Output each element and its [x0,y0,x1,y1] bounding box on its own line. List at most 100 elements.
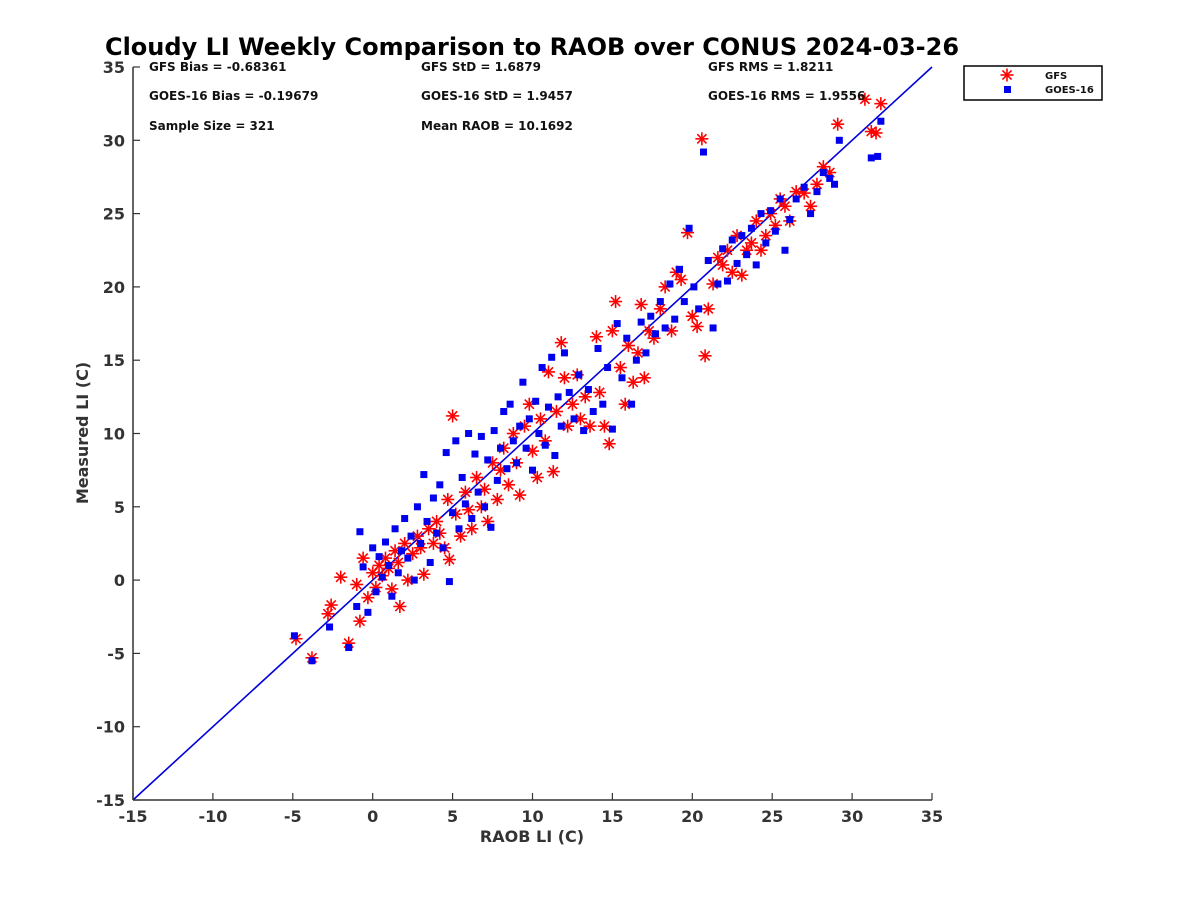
goes-16-point-10 [375,553,383,561]
y-tick-label-7: 20 [103,278,125,297]
goes-16-point-12 [381,538,389,546]
goes-16-point-58 [529,466,536,474]
gfs-point-44 [490,492,504,506]
goes-16-point-17 [397,547,405,555]
goes-16-point-86 [647,312,655,320]
goes-16-point-88 [656,298,664,306]
goes-16-point-25 [423,517,431,525]
goes-16-point-40 [471,450,479,458]
gfs-point-95 [711,251,725,265]
goes-16-point-110 [762,239,770,247]
gfs-point-28 [430,514,444,528]
goes-16-point-52 [509,437,517,445]
gfs-point-4 [334,570,348,584]
legend-goes-marker [1004,86,1011,93]
goes-16-point-33 [449,509,457,517]
gfs-point-69 [593,385,607,399]
goes-16-point-66 [554,393,562,401]
gfs-point-109 [778,199,792,213]
gfs-point-27 [426,536,440,550]
gfs-point-60 [554,336,568,350]
axes: -15 -10 -5 0 5 10 15 20 25 30 35 -15 -10 -5 0 5 10 15 20 25… [96,58,943,826]
gfs-point-117 [831,117,845,131]
gfs-point-6 [350,577,364,591]
gfs-point-113 [804,199,818,213]
goes-16-point-28 [433,529,441,537]
goes-16-point-65 [551,451,559,459]
goes-16-point-113 [776,195,784,203]
goes-16-point-125 [874,152,882,160]
gfs-point-100 [735,268,749,282]
goes-16-point-97 [699,148,707,156]
legend-gfs-label: GFS [1045,71,1067,82]
stat-gfs-std: GFS StD = 1.6879 [421,60,541,74]
goes-16-point-55 [519,378,527,386]
goes-16-point-23 [417,539,425,547]
x-tick-label-2: -5 [284,807,302,826]
x-tick-label-6: 15 [601,807,623,826]
gfs-point-9 [361,591,375,605]
goes-16-point-41 [474,488,482,496]
goes-16-point-84 [637,318,645,326]
gfs-point-70 [597,419,611,433]
goes-16-point-57 [525,415,533,423]
gfs-point-59 [549,405,563,419]
gfs-point-3 [324,598,338,612]
y-tick-label-1: -10 [96,718,125,737]
goes-16-point-59 [532,397,540,405]
y-tick-label-6: 15 [103,351,125,370]
x-tick-label-5: 10 [521,807,543,826]
gfs-point-16 [385,582,399,596]
goes-16-point-51 [506,400,514,408]
goes-16-point-14 [388,592,396,600]
goes-16-point-63 [544,403,552,411]
goes-16-point-15 [391,525,399,533]
goes-16-point-96 [695,305,703,313]
goes-16-point-64 [548,353,556,361]
goes-16-point-81 [623,334,631,342]
gfs-point-93 [701,302,715,316]
gfs-point-47 [502,478,516,492]
stat-sample-size: Sample Size = 321 [149,119,275,133]
goes-16-point-118 [807,210,815,218]
chart-title: Cloudy LI Weekly Comparison to RAOB over… [105,33,959,61]
goes-16-point-77 [604,364,612,372]
gfs-point-92 [698,349,712,363]
goes-16-point-61 [538,364,546,372]
goes-16-point-120 [819,169,827,177]
goes-16-point-6 [359,563,367,571]
gfs-point-74 [613,361,627,375]
stat-goes-bias: GOES-16 Bias = -0.19679 [149,89,318,103]
gfs-point-58 [546,465,560,479]
goes-16-point-122 [831,180,839,188]
gfs-point-91 [695,132,709,146]
gfs-point-18 [391,556,405,570]
gfs-point-120 [869,126,883,140]
goes-16-point-22 [413,503,421,511]
goes-16-point-80 [618,374,626,382]
goes-16-point-7 [364,608,372,616]
gfs-point-80 [637,371,651,385]
goes-16-point-72 [580,427,588,435]
goes-16-point-44 [484,456,492,464]
goes-16-point-43 [481,503,489,511]
gfs-point-7 [353,614,367,628]
goes-16-point-104 [733,259,741,267]
gfs-point-26 [422,522,436,536]
gfs-point-98 [725,265,739,279]
gfs-point-19 [393,599,407,613]
goes-16-point-29 [436,481,444,489]
goes-16-point-27 [429,494,437,502]
goes-16-point-85 [642,349,650,357]
goes-16-point-103 [728,236,736,244]
stats-block: GFS Bias = -0.68361 GFS StD = 1.6879 GFS… [149,60,865,133]
goes-16-point-60 [535,430,543,437]
goes-16-point-4 [353,602,361,610]
y-tick-label-10: 35 [103,58,125,77]
goes-16-point-75 [594,344,602,352]
goes-16-point-107 [747,224,755,232]
goes-16-point-8 [369,544,377,552]
goes-16-point-121 [826,174,834,182]
goes-16-point-105 [738,232,746,240]
gfs-point-55 [533,412,547,426]
